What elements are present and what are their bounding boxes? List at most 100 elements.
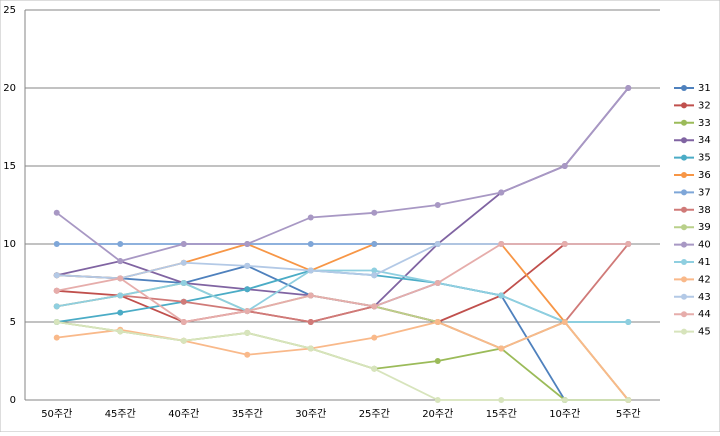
data-point xyxy=(434,241,441,247)
x-tick-label: 45주간 xyxy=(105,408,136,420)
data-point xyxy=(625,85,632,91)
data-point xyxy=(180,241,187,247)
data-point xyxy=(307,214,314,221)
legend-label: 40 xyxy=(698,240,711,251)
legend-label: 41 xyxy=(698,257,711,268)
data-point xyxy=(117,241,124,247)
data-point xyxy=(117,275,124,282)
series-line xyxy=(56,269,629,323)
data-point xyxy=(307,267,314,274)
data-point xyxy=(244,262,251,269)
legend-label: 38 xyxy=(698,205,711,216)
data-point xyxy=(244,308,251,315)
legend-label: 31 xyxy=(698,83,711,94)
legend-marker xyxy=(681,102,687,109)
y-tick-label: 10 xyxy=(3,239,16,250)
legend-marker xyxy=(681,119,687,126)
data-point xyxy=(561,163,568,169)
data-point xyxy=(371,334,378,341)
legend-marker xyxy=(681,189,687,196)
data-point xyxy=(244,241,251,247)
legend-marker xyxy=(681,206,687,213)
legend-marker xyxy=(681,311,687,318)
x-tick-label: 30주간 xyxy=(295,408,326,420)
y-tick-label: 15 xyxy=(3,161,16,172)
data-point xyxy=(434,397,441,403)
data-point xyxy=(53,272,60,279)
data-point xyxy=(244,329,251,336)
data-point xyxy=(307,241,314,247)
data-point xyxy=(117,309,124,316)
x-tick-label: 5주간 xyxy=(616,408,641,420)
legend-marker xyxy=(681,259,687,265)
data-point xyxy=(625,241,632,247)
legend-marker xyxy=(681,137,687,144)
y-tick-label: 5 xyxy=(10,317,16,328)
data-point xyxy=(371,209,378,216)
data-point xyxy=(180,280,187,286)
data-point xyxy=(117,292,124,299)
data-point xyxy=(498,189,505,196)
legend-label: 35 xyxy=(698,153,711,164)
data-point xyxy=(498,345,505,352)
data-point xyxy=(625,397,632,403)
data-point xyxy=(307,345,314,352)
data-point xyxy=(53,209,60,216)
legend-marker xyxy=(681,293,687,300)
data-point xyxy=(498,292,505,299)
data-point xyxy=(180,319,187,325)
data-point xyxy=(53,241,60,247)
data-point xyxy=(53,287,60,294)
y-tick-label: 20 xyxy=(3,83,16,94)
data-point xyxy=(53,319,60,325)
legend-label: 37 xyxy=(698,187,711,198)
legend-marker xyxy=(681,328,687,335)
y-tick-label: 25 xyxy=(3,5,16,16)
legend-label: 44 xyxy=(698,309,711,320)
data-point xyxy=(434,280,441,286)
data-point xyxy=(371,241,378,247)
data-point xyxy=(180,259,187,266)
legend-marker xyxy=(681,224,687,231)
legend-label: 33 xyxy=(698,118,711,129)
series-line xyxy=(56,321,629,401)
x-tick-label: 20주간 xyxy=(422,408,453,420)
data-point xyxy=(561,241,568,247)
x-tick-label: 50주간 xyxy=(41,408,72,420)
series-line xyxy=(56,243,629,323)
legend-marker xyxy=(681,85,687,91)
data-point xyxy=(371,267,378,274)
data-point xyxy=(53,303,60,310)
data-point xyxy=(371,303,378,310)
data-point xyxy=(434,202,441,208)
legend-label: 36 xyxy=(698,170,711,181)
legend-label: 45 xyxy=(698,327,711,338)
data-point xyxy=(371,272,378,279)
data-point xyxy=(498,241,505,247)
x-tick-label: 40주간 xyxy=(168,408,199,420)
legend-label: 32 xyxy=(698,100,711,111)
data-point xyxy=(434,319,441,325)
x-tick-label: 15주간 xyxy=(486,408,517,420)
data-point xyxy=(244,351,251,358)
y-tick-label: 0 xyxy=(10,395,16,406)
data-point xyxy=(625,319,632,325)
legend-label: 34 xyxy=(698,135,711,146)
legend-marker xyxy=(681,154,687,161)
legend-marker xyxy=(681,172,687,178)
legend-label: 43 xyxy=(698,292,711,303)
legend-marker xyxy=(681,241,687,248)
x-tick-label: 10주간 xyxy=(549,408,580,420)
data-point xyxy=(561,397,568,403)
data-point xyxy=(307,292,314,299)
data-point xyxy=(561,319,568,325)
legend-label: 42 xyxy=(698,274,711,285)
data-point xyxy=(371,365,378,372)
data-point xyxy=(434,358,441,364)
x-tick-label: 25주간 xyxy=(359,408,390,420)
data-point xyxy=(180,298,187,305)
data-point xyxy=(53,334,60,341)
data-point xyxy=(498,397,505,403)
